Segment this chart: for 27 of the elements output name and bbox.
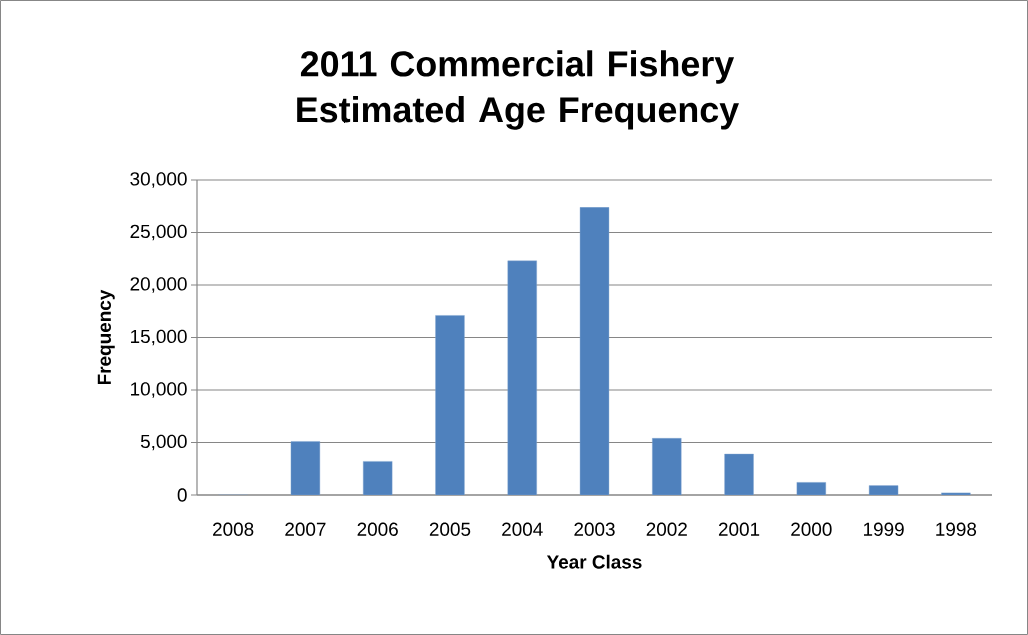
y-axis-title: Frequency (97, 289, 115, 385)
bar (579, 207, 610, 495)
x-tick-label: 2003 (574, 522, 615, 536)
x-tick-label: 2006 (357, 522, 398, 536)
x-tick-label: 2004 (502, 522, 543, 536)
bar (652, 438, 682, 495)
x-axis-title: Year Class (546, 554, 642, 569)
x-tick-label: 2001 (718, 522, 760, 536)
bar (507, 260, 537, 495)
y-tick-label: 5,000 (140, 434, 187, 451)
y-tick-label: 25,000 (130, 224, 187, 241)
x-tick-label: 1998 (936, 522, 977, 536)
y-tick-label: 30,000 (130, 172, 187, 188)
y-tick-label: 20,000 (130, 277, 187, 293)
x-tick-label: 2005 (429, 522, 471, 536)
x-tick-label: 2000 (791, 522, 832, 536)
bar (435, 315, 465, 495)
bar (290, 441, 321, 495)
x-tick-label: 1999 (863, 522, 904, 536)
bar (724, 453, 754, 495)
y-tick-label: 10,000 (131, 382, 187, 398)
y-tick-label: 0 (177, 488, 187, 502)
x-tick-label: 2008 (213, 522, 254, 536)
y-tick-label: 15,000 (131, 329, 187, 346)
chart-title: 2011 Commercial Fishery Estimated Age Frequency (297, 50, 739, 130)
x-tick-label: 2002 (646, 522, 687, 536)
x-tick-label: 2007 (285, 522, 326, 536)
